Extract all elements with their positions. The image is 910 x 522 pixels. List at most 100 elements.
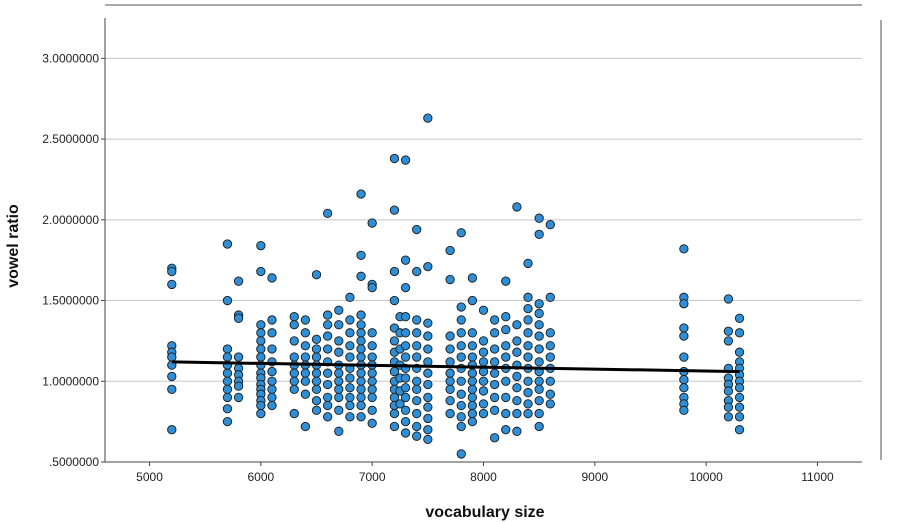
data-point — [389, 408, 400, 419]
data-point — [523, 292, 533, 302]
data-point — [356, 376, 366, 386]
x-axis-title: vocabulary size — [425, 504, 544, 521]
data-point — [400, 282, 411, 293]
data-point — [534, 213, 544, 223]
data-point — [734, 347, 745, 357]
data-point — [445, 368, 455, 378]
data-point — [423, 402, 433, 412]
data-point — [734, 313, 745, 323]
data-point — [467, 273, 478, 283]
data-point — [523, 328, 533, 338]
data-point — [256, 328, 266, 338]
data-points — [167, 113, 745, 459]
data-point — [456, 341, 466, 351]
data-point — [400, 312, 411, 322]
data-point — [545, 352, 555, 362]
data-point — [723, 294, 734, 304]
data-point — [289, 376, 299, 386]
data-point — [233, 352, 244, 362]
data-point — [233, 276, 244, 286]
data-point — [467, 408, 478, 419]
data-point — [300, 352, 311, 362]
data-point — [512, 426, 522, 436]
data-point — [467, 352, 478, 362]
data-point — [456, 389, 466, 399]
data-point — [334, 392, 344, 403]
data-point — [523, 376, 533, 386]
data-point — [467, 376, 478, 386]
x-tick-label: 8000 — [470, 470, 497, 484]
data-point — [356, 412, 366, 422]
data-point — [534, 308, 544, 319]
data-point — [267, 392, 277, 403]
data-point — [501, 425, 511, 435]
data-point — [679, 383, 689, 393]
data-point — [300, 315, 311, 325]
data-point — [167, 266, 177, 277]
data-point — [267, 400, 277, 411]
data-point — [356, 320, 366, 330]
data-point — [322, 379, 333, 390]
data-point — [423, 379, 433, 390]
data-point — [400, 255, 411, 265]
data-point — [412, 315, 422, 325]
data-point — [300, 376, 311, 386]
data-point — [512, 408, 522, 419]
data-point — [256, 336, 266, 346]
data-point — [267, 376, 277, 386]
data-point — [400, 352, 411, 362]
data-point — [445, 344, 455, 354]
data-point — [222, 352, 233, 362]
data-point — [423, 331, 433, 341]
data-point — [400, 392, 411, 403]
data-point — [334, 426, 344, 436]
data-point — [423, 413, 433, 424]
data-point — [534, 421, 544, 432]
data-point — [523, 315, 533, 325]
data-point — [167, 384, 177, 394]
data-point — [523, 303, 533, 314]
data-point — [322, 412, 333, 422]
data-point — [256, 352, 266, 362]
data-point — [456, 376, 466, 386]
data-point — [534, 408, 544, 419]
data-point — [267, 273, 277, 283]
data-point — [356, 352, 366, 362]
data-point — [456, 228, 466, 238]
data-point — [334, 368, 344, 378]
data-point — [334, 405, 344, 415]
data-point — [478, 305, 489, 315]
data-point — [423, 368, 433, 378]
data-point — [356, 384, 366, 394]
data-point — [367, 218, 377, 228]
x-tick-label: 7000 — [359, 470, 386, 484]
data-point — [311, 368, 322, 378]
data-point — [322, 392, 333, 403]
data-point — [400, 373, 411, 383]
data-point — [356, 250, 366, 260]
data-point — [723, 402, 734, 412]
data-point — [334, 347, 344, 357]
data-point — [501, 392, 511, 403]
data-point — [545, 376, 555, 386]
data-point — [311, 352, 322, 362]
data-point — [256, 408, 266, 419]
data-point — [289, 336, 299, 346]
fit-line-group — [171, 360, 740, 374]
y-tick-label: 3.0000000 — [42, 51, 99, 65]
data-point — [679, 352, 689, 362]
data-point — [523, 341, 533, 351]
data-point — [356, 400, 366, 411]
data-point — [345, 400, 355, 411]
data-point — [534, 376, 544, 386]
data-point — [478, 399, 489, 409]
data-point — [489, 392, 500, 403]
data-point — [734, 392, 745, 403]
data-point — [267, 384, 277, 394]
data-point — [412, 341, 422, 351]
data-point — [423, 261, 433, 272]
data-point — [423, 344, 433, 354]
data-point — [679, 331, 689, 341]
data-point — [679, 244, 689, 254]
